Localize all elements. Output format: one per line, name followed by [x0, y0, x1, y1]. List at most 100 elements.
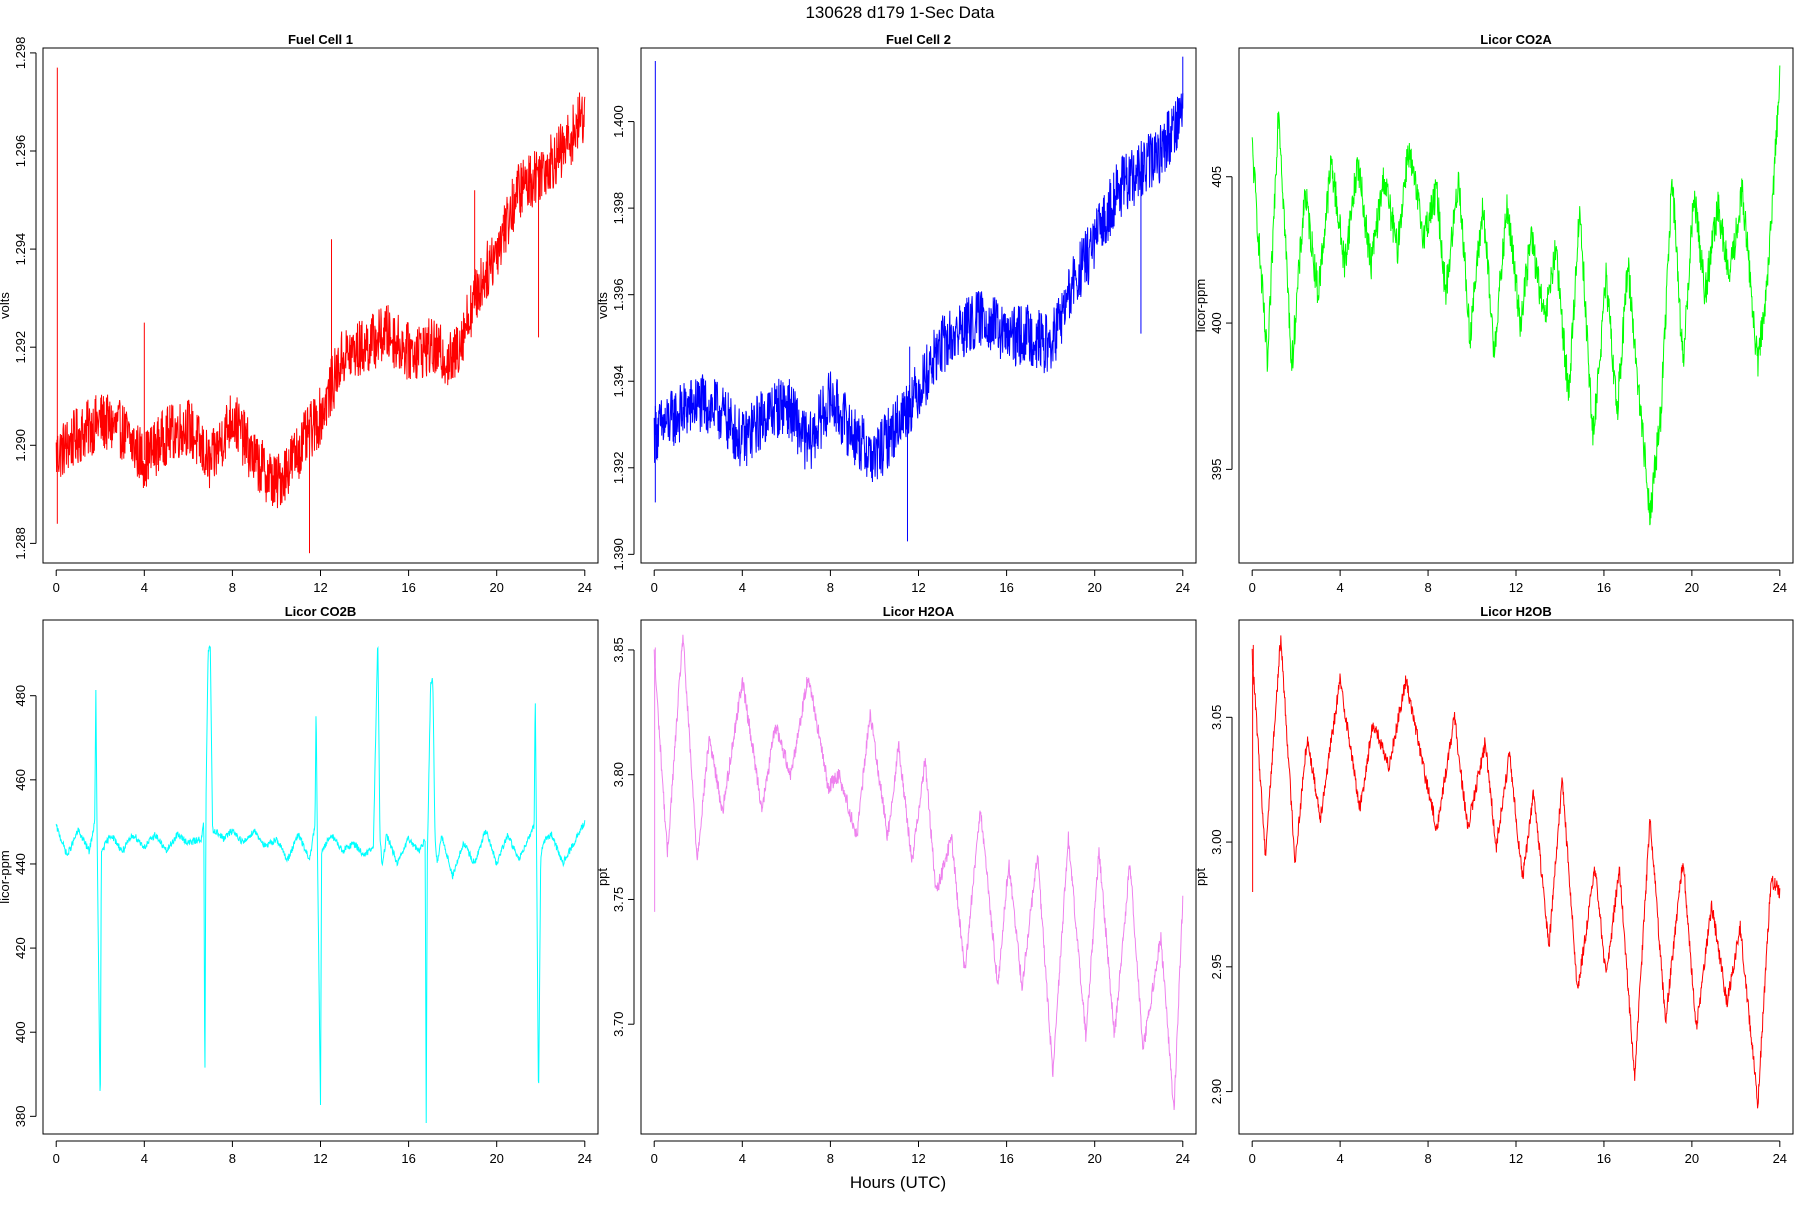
- data-series-line: [55, 644, 586, 1124]
- data-series-line: [1251, 635, 1781, 1109]
- x-tick-label: 0: [53, 1151, 60, 1166]
- x-tick-label: 20: [1087, 1151, 1101, 1166]
- panel-title: Licor CO2B: [285, 604, 357, 619]
- y-tick-label: 2.95: [1209, 954, 1224, 979]
- y-tick-label: 1.398: [611, 192, 626, 225]
- plot-frame: [640, 619, 1197, 1135]
- data-series-line: [1251, 65, 1781, 526]
- x-tick-label: 0: [53, 580, 60, 595]
- panel-title: Licor H2OB: [1480, 604, 1552, 619]
- chart-panel: Licor H2OB 0 4 8 12 16 20 24 2.90 2.95 3.00 3.05 ppt: [1193, 604, 1794, 1166]
- y-tick-label: 3.75: [611, 887, 626, 912]
- y-axis-label: licor-ppm: [1193, 279, 1208, 332]
- x-tick-label: 12: [313, 1151, 327, 1166]
- data-series-line: [55, 92, 586, 509]
- x-tick-label: 12: [313, 580, 327, 595]
- x-tick-label: 12: [911, 580, 925, 595]
- x-tick-label: 8: [1424, 580, 1431, 595]
- chart-panels: Fuel Cell 1 0 4 8 12 16 20 24 1.288 1.290 1.292 1.2…: [0, 32, 1794, 1166]
- x-tick-label: 8: [229, 580, 236, 595]
- x-tick-label: 12: [911, 1151, 925, 1166]
- chart-panel: Fuel Cell 1 0 4 8 12 16 20 24 1.288 1.290 1.292 1.2…: [0, 32, 599, 595]
- y-axis-label: volts: [0, 292, 12, 319]
- x-tick-label: 0: [651, 1151, 658, 1166]
- x-tick-label: 8: [229, 1151, 236, 1166]
- x-tick-label: 24: [578, 1151, 592, 1166]
- chart-panel: Fuel Cell 2 0 4 8 12 16 20 24 1.390 1.392 1.394 1.3…: [595, 32, 1197, 595]
- y-tick-label: 3.05: [1209, 705, 1224, 730]
- y-axis-label: ppt: [1193, 868, 1208, 886]
- y-tick-label: 380: [13, 1105, 28, 1127]
- y-tick-label: 1.396: [611, 278, 626, 311]
- y-axis-label: volts: [595, 292, 610, 319]
- chart-panel: Licor CO2A 0 4 8 12 16 20 24 395 400 405 licor-ppm: [1193, 32, 1794, 595]
- y-tick-label: 1.288: [13, 527, 28, 560]
- x-tick-label: 4: [141, 580, 148, 595]
- x-tick-label: 16: [401, 1151, 415, 1166]
- x-tick-label: 4: [739, 1151, 746, 1166]
- x-tick-label: 20: [1685, 580, 1699, 595]
- x-tick-label: 12: [1509, 1151, 1523, 1166]
- x-tick-label: 12: [1509, 580, 1523, 595]
- x-tick-label: 16: [1597, 580, 1611, 595]
- x-tick-label: 16: [1597, 1151, 1611, 1166]
- y-tick-label: 460: [13, 769, 28, 791]
- y-tick-label: 1.296: [13, 135, 28, 168]
- y-tick-label: 1.294: [13, 233, 28, 266]
- y-tick-label: 420: [13, 937, 28, 959]
- x-tick-label: 16: [999, 1151, 1013, 1166]
- x-tick-label: 8: [827, 580, 834, 595]
- panel-title: Licor CO2A: [1480, 32, 1552, 47]
- y-tick-label: 1.298: [13, 37, 28, 70]
- x-tick-label: 4: [739, 580, 746, 595]
- x-tick-label: 8: [1424, 1151, 1431, 1166]
- y-tick-label: 3.80: [611, 762, 626, 787]
- panel-title: Fuel Cell 1: [288, 32, 353, 47]
- y-tick-label: 1.292: [13, 331, 28, 364]
- figure-title: 130628 d179 1-Sec Data: [805, 3, 995, 22]
- y-tick-label: 1.394: [611, 365, 626, 398]
- chart-panel: Licor CO2B 0 4 8 12 16 20 24 380 400 420 440 460 480 l…: [0, 604, 599, 1166]
- x-tick-label: 4: [1337, 580, 1344, 595]
- y-tick-label: 440: [13, 853, 28, 875]
- y-tick-label: 1.290: [13, 429, 28, 462]
- y-tick-label: 1.392: [611, 452, 626, 485]
- x-tick-label: 0: [1249, 580, 1256, 595]
- panel-title: Licor H2OA: [883, 604, 955, 619]
- y-tick-label: 3.00: [1209, 829, 1224, 854]
- x-tick-label: 4: [141, 1151, 148, 1166]
- x-tick-label: 24: [1176, 580, 1190, 595]
- x-tick-label: 24: [1176, 1151, 1190, 1166]
- plot-frame: [640, 47, 1197, 564]
- chart-panel: Licor H2OA 0 4 8 12 16 20 24 3.70 3.75 3.80 3.85 ppt: [595, 604, 1197, 1166]
- x-tick-label: 20: [1685, 1151, 1699, 1166]
- y-tick-label: 1.400: [611, 105, 626, 138]
- x-axis-label: Hours (UTC): [850, 1173, 946, 1192]
- x-tick-label: 24: [578, 580, 592, 595]
- plot-frame: [42, 47, 599, 564]
- x-tick-label: 24: [1773, 1151, 1787, 1166]
- x-tick-label: 16: [401, 580, 415, 595]
- y-tick-label: 480: [13, 685, 28, 707]
- plot-frame: [1238, 47, 1794, 564]
- y-tick-label: 3.70: [611, 1012, 626, 1037]
- x-tick-label: 0: [1249, 1151, 1256, 1166]
- x-tick-label: 20: [1087, 580, 1101, 595]
- x-tick-label: 20: [489, 1151, 503, 1166]
- data-series-line: [653, 634, 1184, 1110]
- y-tick-label: 2.90: [1209, 1079, 1224, 1104]
- y-tick-label: 405: [1209, 166, 1224, 188]
- x-tick-label: 8: [827, 1151, 834, 1166]
- y-tick-label: 1.390: [611, 538, 626, 571]
- panel-title: Fuel Cell 2: [886, 32, 951, 47]
- x-tick-label: 4: [1337, 1151, 1344, 1166]
- y-tick-label: 3.85: [611, 637, 626, 662]
- y-axis-label: licor-ppm: [0, 850, 12, 903]
- x-tick-label: 24: [1773, 580, 1787, 595]
- y-tick-label: 395: [1209, 459, 1224, 481]
- x-tick-label: 16: [999, 580, 1013, 595]
- y-tick-label: 400: [13, 1021, 28, 1043]
- x-tick-label: 0: [651, 580, 658, 595]
- y-tick-label: 400: [1209, 312, 1224, 334]
